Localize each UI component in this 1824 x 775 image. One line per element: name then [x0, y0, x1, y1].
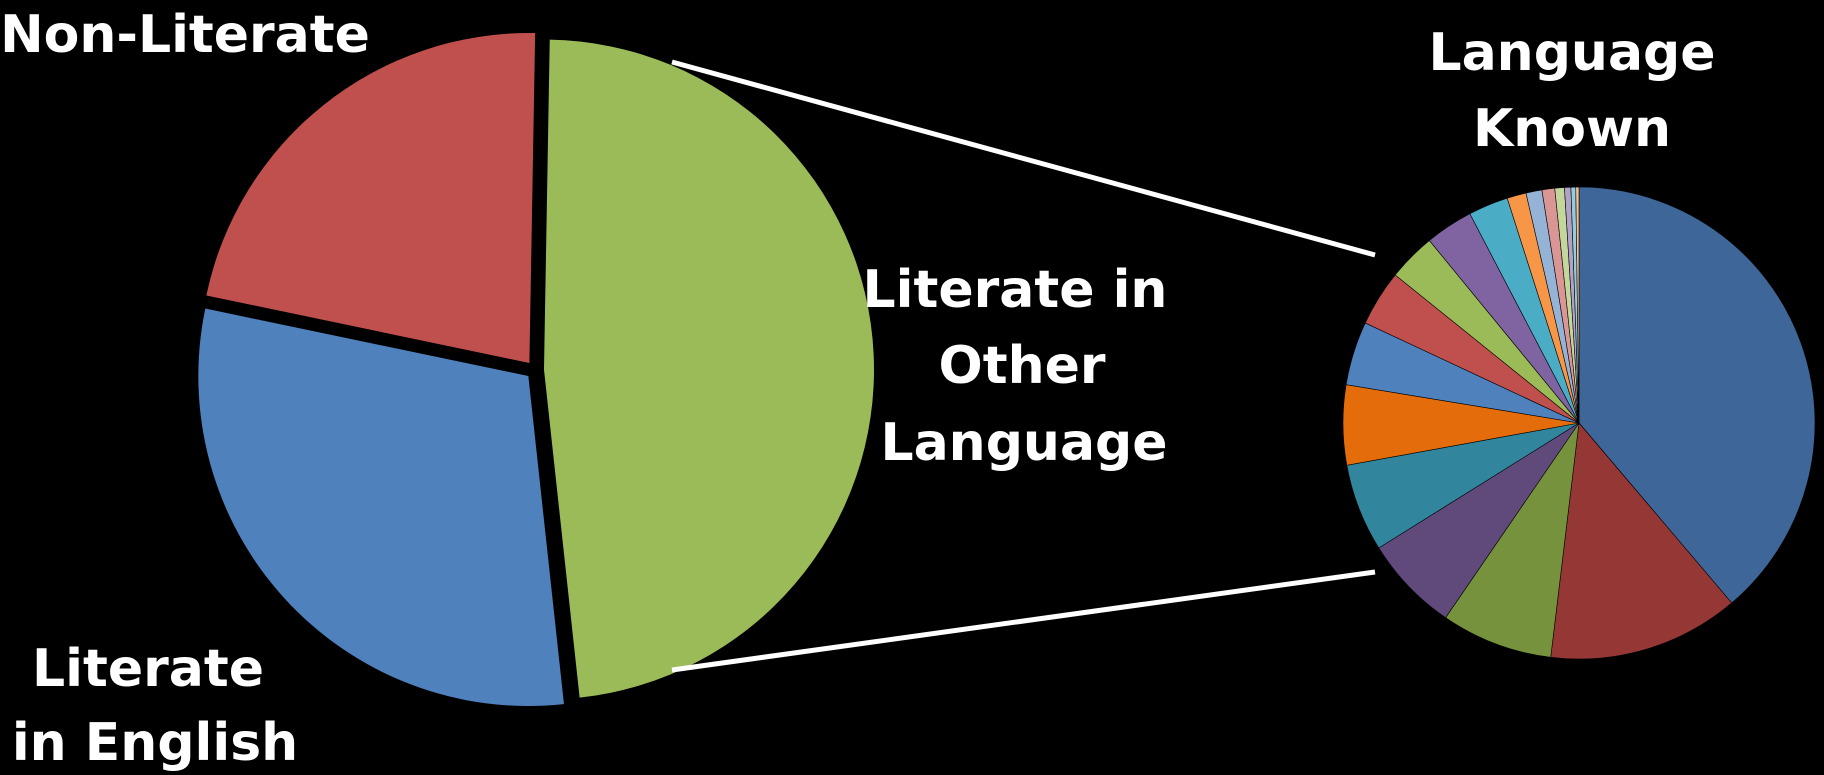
label-literate-english-line2: in English [12, 713, 298, 773]
slice-1 [1578, 186, 1816, 604]
label-literate-other-line2: Other [939, 336, 1106, 396]
literacy-pie [198, 32, 874, 707]
small-pie-title-line1: Language [1428, 23, 1715, 83]
label-literate-other-line1: Literate in [863, 260, 1168, 320]
language-known-pie [1342, 186, 1816, 660]
slice-2 [1550, 422, 1733, 660]
label-non-literate: Non-Literate [0, 5, 370, 65]
slice-literate-other-language [543, 39, 874, 698]
small-pie-title-line2: Known [1473, 99, 1671, 159]
slice-18 [1575, 186, 1580, 424]
slice-literate-in-english [198, 308, 564, 707]
slice-non-literate [206, 32, 536, 363]
connector-line-top [671, 59, 1376, 258]
connector-lines [671, 59, 1376, 673]
label-literate-english-line1: Literate [32, 639, 264, 699]
slice-3 [1445, 422, 1580, 658]
connector-line-bottom [671, 569, 1376, 673]
label-literate-other-line3: Language [880, 413, 1167, 473]
